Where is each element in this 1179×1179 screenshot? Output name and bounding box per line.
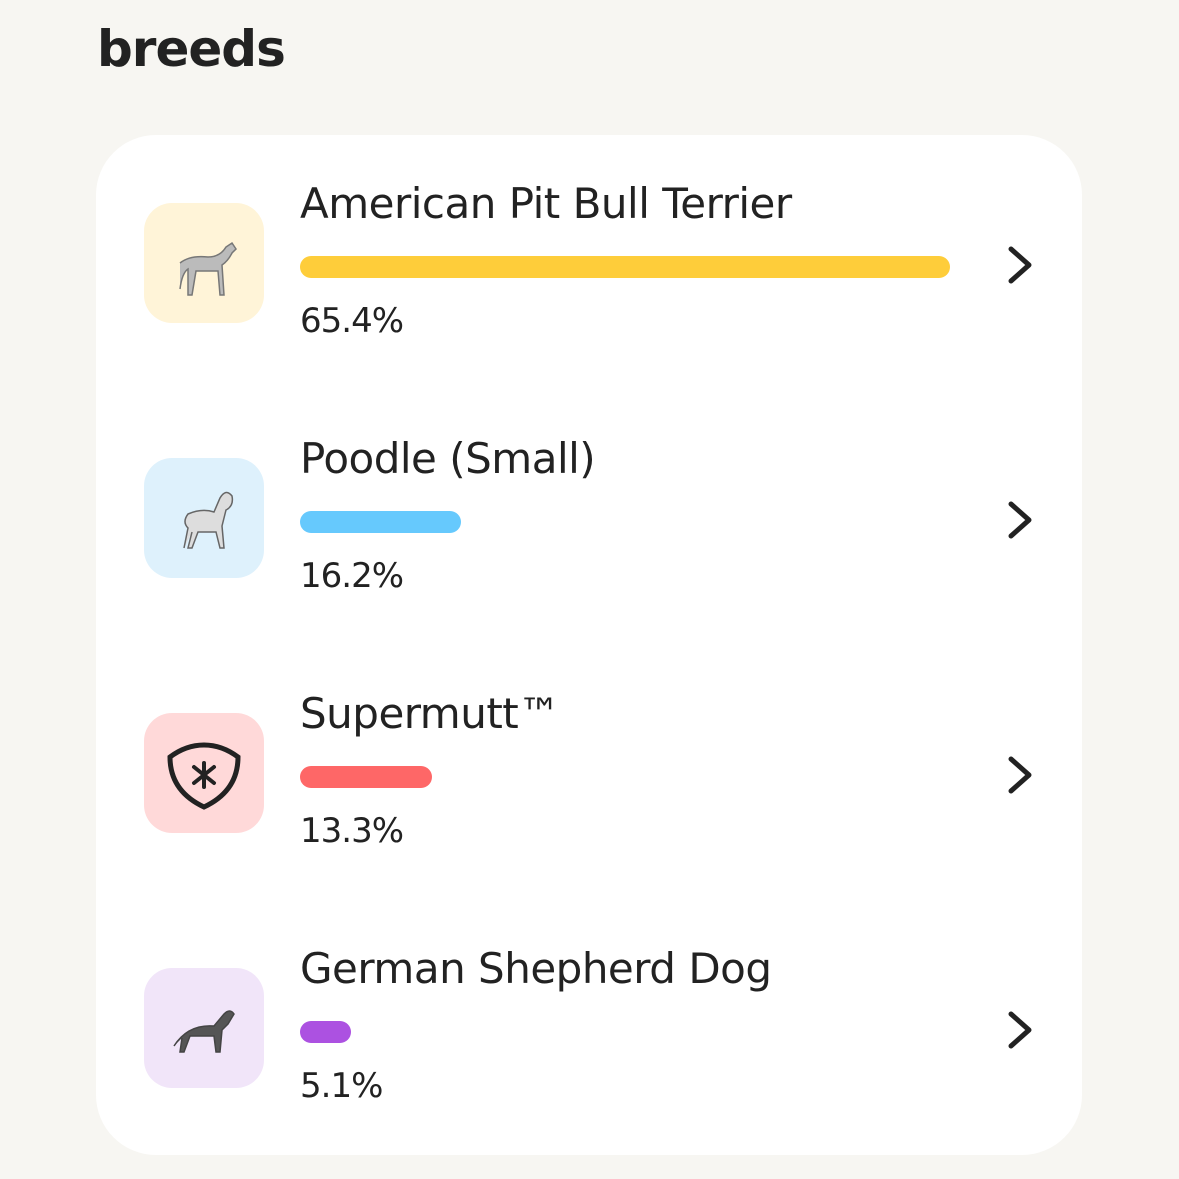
chevron-icon	[1008, 501, 1032, 539]
breed-name: American Pit Bull Terrier	[300, 179, 792, 228]
breed-row[interactable]: Supermutt™ 13.3%	[96, 645, 1082, 900]
breed-icon	[144, 968, 264, 1088]
percent-bar	[300, 511, 462, 533]
chevron	[1001, 1006, 1041, 1058]
chevron	[1001, 751, 1041, 803]
icon-graphic	[173, 1010, 235, 1053]
breed-icon	[144, 713, 264, 833]
percent-bar	[300, 766, 433, 788]
chevron-icon	[1008, 756, 1032, 794]
chevron-icon	[1008, 1011, 1032, 1049]
breed-name: German Shepherd Dog	[300, 944, 772, 993]
percent-label: 16.2%	[300, 556, 404, 596]
breed-icon	[144, 203, 264, 323]
breed-name: Supermutt™	[300, 689, 560, 738]
percent-bar	[300, 1021, 351, 1043]
section-title: breeds	[97, 20, 286, 78]
icon-graphic	[179, 241, 237, 296]
breed-card: American Pit Bull Terrier 65.4% Poodle (Sm…	[96, 135, 1082, 1155]
percent-label: 5.1%	[300, 1066, 383, 1106]
percent-bar	[300, 256, 951, 278]
breed-row[interactable]: American Pit Bull Terrier 65.4%	[96, 135, 1082, 390]
breed-icon	[144, 458, 264, 578]
icon-graphic	[167, 742, 241, 810]
icon-graphic	[183, 491, 234, 549]
percent-label: 65.4%	[300, 301, 404, 341]
percent-label: 13.3%	[300, 811, 404, 851]
chevron	[1001, 496, 1041, 548]
breed-name: Poodle (Small)	[300, 434, 596, 483]
breed-row[interactable]: German Shepherd Dog 5.1%	[96, 900, 1082, 1155]
breed-row[interactable]: Poodle (Small) 16.2%	[96, 390, 1082, 645]
chevron	[1001, 241, 1041, 293]
chevron-icon	[1008, 246, 1032, 284]
